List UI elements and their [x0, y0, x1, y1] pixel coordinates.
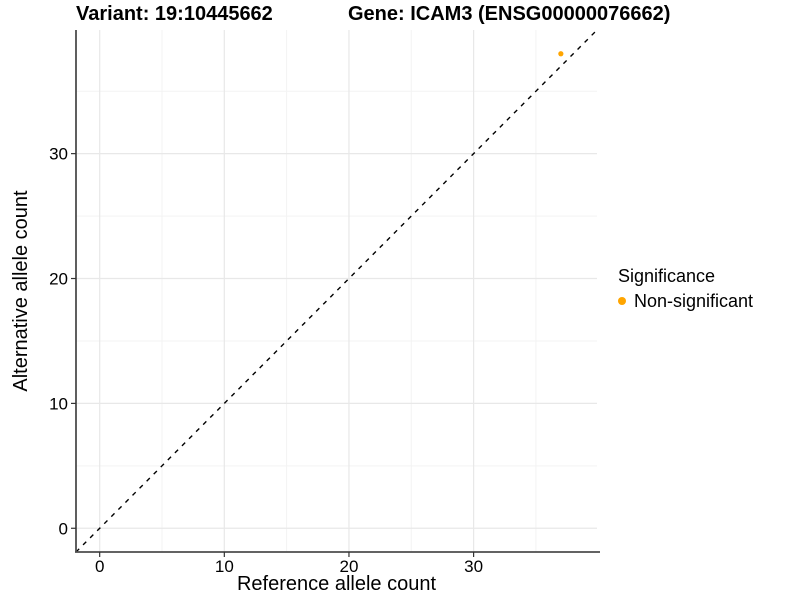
plot-title-gene: Gene: ICAM3 (ENSG00000076662) [348, 3, 671, 25]
legend-item-label: Non-significant [634, 291, 754, 311]
legend-title: Significance [618, 266, 716, 286]
x-tick-label: 30 [464, 557, 483, 576]
y-tick-label: 0 [59, 519, 68, 538]
x-axis-title: Reference allele count [236, 573, 436, 595]
identity-dashed-line [75, 29, 598, 553]
y-tick-label: 10 [49, 394, 68, 413]
x-tick-label: 10 [215, 557, 234, 576]
x-tick-label: 0 [95, 557, 104, 576]
legend-point-icon [618, 297, 626, 305]
y-tick-label: 20 [49, 270, 68, 289]
x-tick-label: 20 [340, 557, 359, 576]
plot-title-variant: Variant: 19:10445662 [76, 3, 273, 25]
legend: Significance Non-significant [618, 265, 753, 311]
legend-item: Non-significant [618, 291, 753, 311]
y-axis-title: Alternative allele count [10, 190, 32, 392]
y-tick-label: 30 [49, 145, 68, 164]
data-point [558, 51, 564, 57]
